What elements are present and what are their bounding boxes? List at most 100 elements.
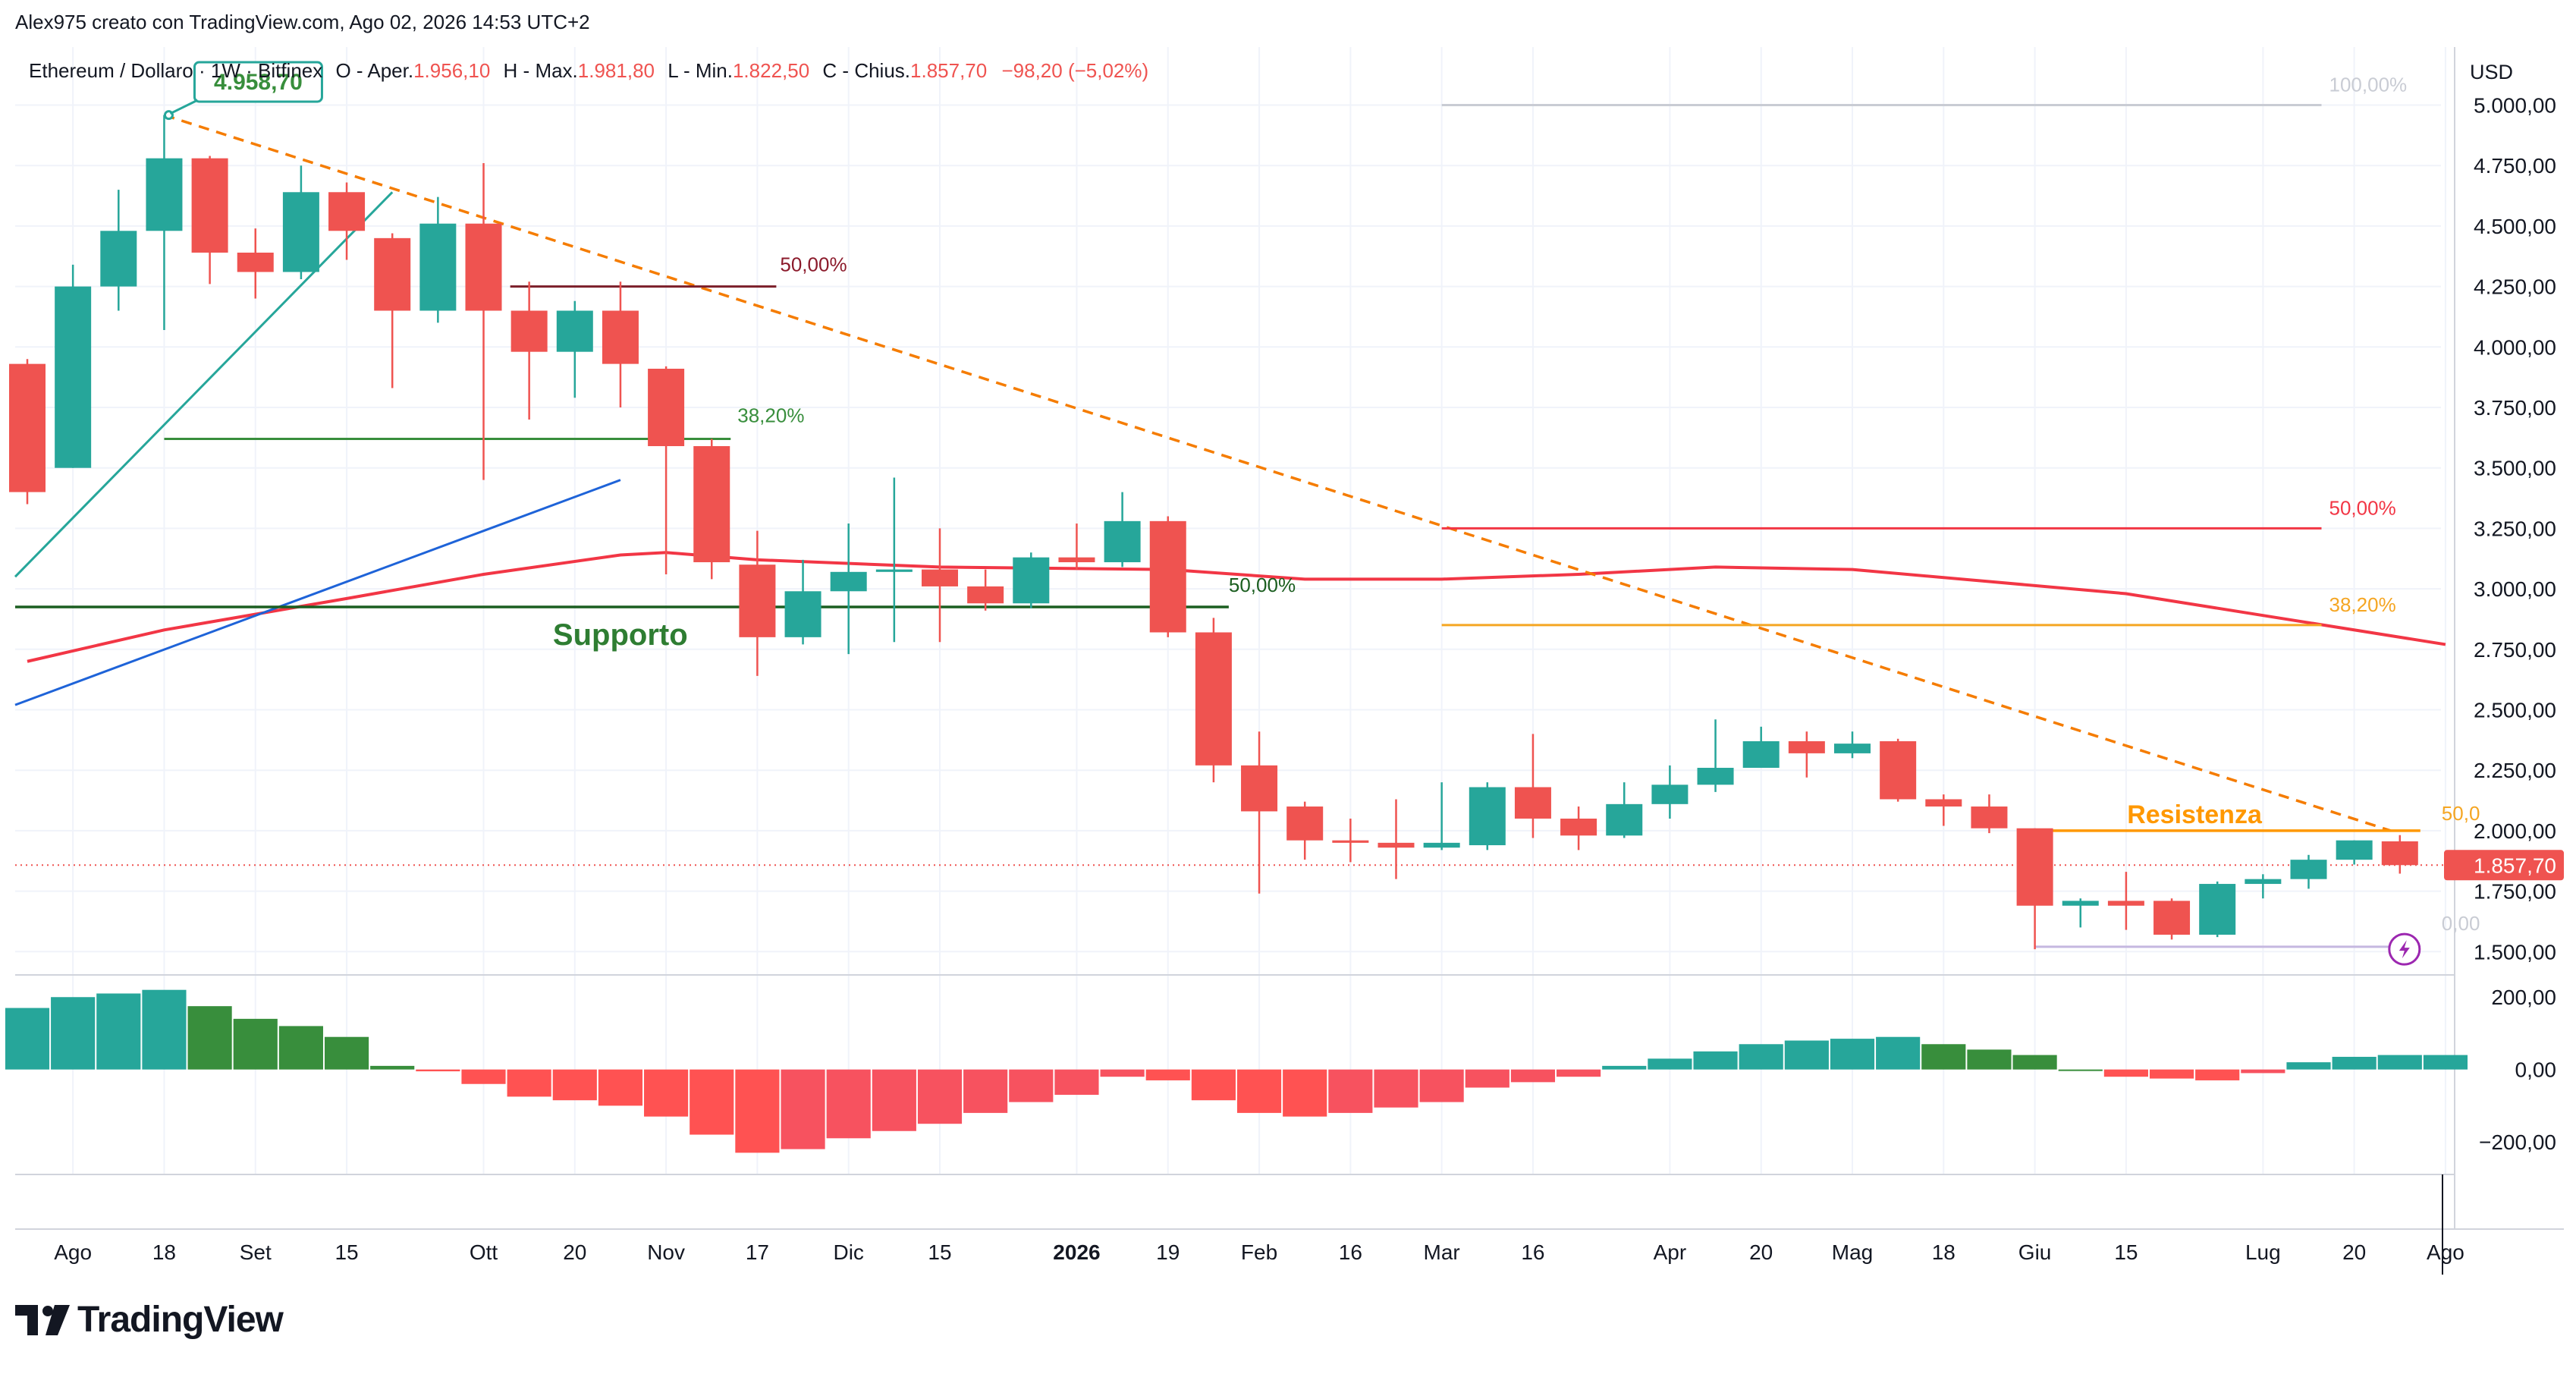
price-tick-label: 3.500,00 <box>2474 457 2556 480</box>
osc-bar <box>1419 1069 1464 1102</box>
candle-body <box>1469 787 1506 846</box>
osc-bar <box>872 1069 916 1131</box>
price-tick-label: 3.750,00 <box>2474 396 2556 420</box>
candle-body <box>1514 787 1551 819</box>
osc-bar <box>2012 1055 2057 1070</box>
osc-bar <box>370 1065 415 1070</box>
fib-level-label: 50,0 <box>2442 802 2480 825</box>
price-tick-label: 2.000,00 <box>2474 819 2556 843</box>
tradingview-logo: TradingView <box>15 1299 284 1341</box>
fib-level-label: 0,00 <box>2442 912 2480 935</box>
candle-body <box>1423 842 1460 848</box>
osc-bar <box>2332 1056 2377 1070</box>
price-tick-label: 4.250,00 <box>2474 275 2556 299</box>
close-value: 1.857,70 <box>910 59 988 82</box>
candle-body <box>1332 840 1369 843</box>
price-tick-label: 2.750,00 <box>2474 638 2556 662</box>
price-tick-label: 3.250,00 <box>2474 517 2556 540</box>
time-tick-label: Apr <box>1654 1240 1687 1264</box>
osc-bar <box>1693 1051 1738 1070</box>
time-tick-label: 20 <box>2342 1240 2366 1264</box>
osc-bar <box>781 1069 825 1149</box>
osc-bar <box>1739 1044 1783 1070</box>
candle-body <box>875 569 913 572</box>
last-price-label: 1.857,70 <box>2474 854 2556 877</box>
low-text: Min. <box>695 59 733 82</box>
candle-body <box>2062 901 2099 906</box>
osc-bar <box>142 989 187 1070</box>
candle-body <box>1788 740 1825 753</box>
osc-bar <box>278 1026 323 1070</box>
fib-level-label: 38,20% <box>2329 593 2396 616</box>
candle-body <box>1195 632 1232 766</box>
osc-bar <box>2149 1069 2194 1079</box>
osc-bar <box>2286 1062 2331 1070</box>
price-tick-label: 1.500,00 <box>2474 940 2556 964</box>
oscillator-pane <box>5 989 2468 1153</box>
chart-axes: 1.500,00 1.750,00 2.000,00 2.250,00 2.500,00… <box>54 94 2564 1264</box>
candle-body <box>374 237 411 311</box>
open-value: 1.956,10 <box>413 59 491 82</box>
osc-bar <box>1510 1069 1556 1083</box>
time-tick-label: 15 <box>928 1240 951 1264</box>
osc-bar <box>1557 1069 1601 1077</box>
open-text: Aper. <box>367 59 414 82</box>
osc-bar <box>1100 1069 1145 1077</box>
open-label: O <box>335 59 351 82</box>
time-tick-label: Mar <box>1424 1240 1460 1264</box>
time-tick-label: 17 <box>746 1240 769 1264</box>
candle-body <box>693 446 730 563</box>
osc-bar <box>324 1036 369 1070</box>
candle-body <box>1560 818 1597 836</box>
osc-bar <box>2058 1069 2103 1071</box>
time-tick-label: 16 <box>1339 1240 1362 1264</box>
high-label: H <box>503 59 518 82</box>
fib-level-label: 38,20% <box>737 404 804 426</box>
osc-bar <box>507 1069 551 1097</box>
osc-bar <box>1283 1069 1327 1117</box>
osc-bar <box>826 1069 871 1139</box>
currency-label: USD <box>2470 61 2514 83</box>
osc-bar <box>2377 1055 2422 1070</box>
candle-body <box>2153 901 2191 935</box>
time-tick-label: 18 <box>152 1240 176 1264</box>
candle-body <box>1378 842 1415 848</box>
last-price-box <box>2444 850 2564 881</box>
time-tick-label: Giu <box>2018 1240 2052 1264</box>
osc-bar <box>1465 1069 1509 1088</box>
candle-body <box>830 571 867 592</box>
price-tick-label: 2.250,00 <box>2474 759 2556 782</box>
osc-bar <box>1876 1036 1921 1070</box>
candle-body <box>237 252 274 272</box>
osc-bar <box>51 997 96 1070</box>
osc-bar <box>1648 1058 1692 1070</box>
time-tick-label: Ago <box>54 1240 92 1264</box>
candle-body <box>2199 884 2236 935</box>
low-label: L <box>668 59 678 82</box>
osc-bar <box>2423 1055 2468 1070</box>
osc-bar <box>598 1069 643 1106</box>
candle-body <box>1697 768 1734 785</box>
candle-body <box>1058 557 1095 563</box>
time-tick-label: Set <box>240 1240 272 1264</box>
time-tick-label: Lug <box>2245 1240 2281 1264</box>
osc-bar <box>1145 1069 1190 1080</box>
price-tick-label: 3.000,00 <box>2474 577 2556 601</box>
candle-body <box>556 310 593 352</box>
time-tick-label: 15 <box>2114 1240 2138 1264</box>
osc-bar <box>963 1069 1008 1113</box>
candle-body <box>648 369 685 447</box>
osc-bar <box>1191 1069 1236 1101</box>
high-text: Max. <box>535 59 578 82</box>
symbol-label: Ethereum / Dollaro · 1W · Bitfinex <box>29 59 323 82</box>
green-trendline <box>14 191 394 578</box>
candle-body <box>1971 806 2008 828</box>
osc-bar <box>1921 1044 1966 1070</box>
candle-body <box>100 231 137 287</box>
fib-level-label: 100,00% <box>2329 74 2408 96</box>
osc-bar <box>461 1069 506 1084</box>
candle-body <box>146 158 183 231</box>
candle-body <box>465 223 502 311</box>
candle-body <box>419 223 457 311</box>
